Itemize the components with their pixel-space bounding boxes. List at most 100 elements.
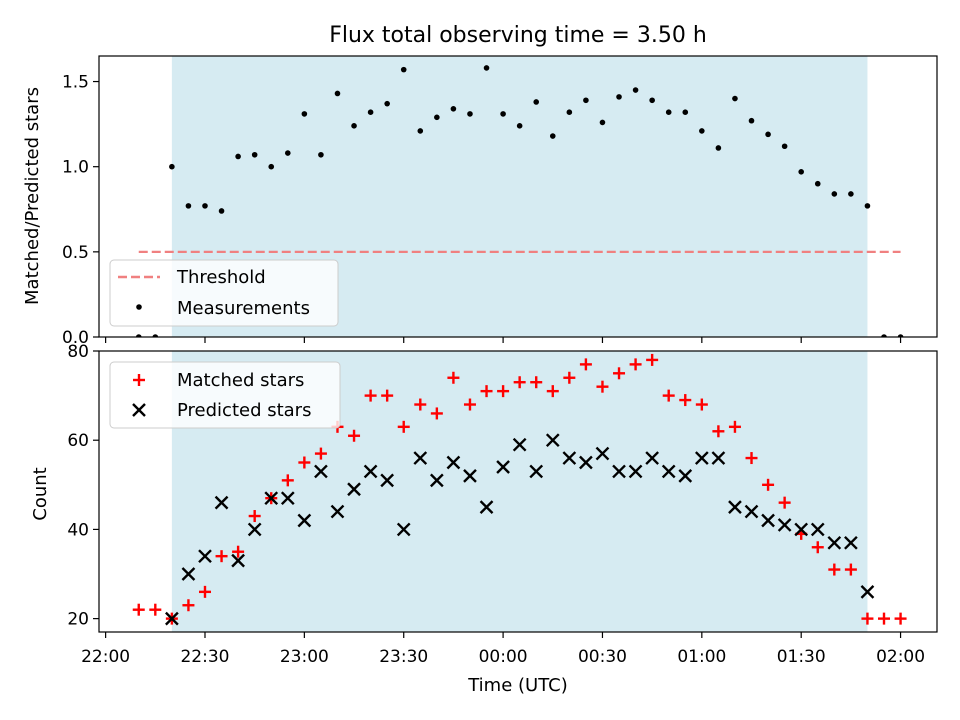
measurement-point <box>434 114 440 121</box>
predicted-star-point <box>165 611 179 626</box>
matched-star-point <box>679 394 692 407</box>
predicted-star-point-b <box>827 535 842 550</box>
measurement-point <box>169 163 175 170</box>
measurement-point <box>798 169 804 175</box>
predicted-star-point-b <box>413 451 428 465</box>
measurement-point <box>235 153 241 160</box>
measurement-point <box>417 128 424 134</box>
predicted-star-point <box>628 464 643 479</box>
predicted-star-point-b <box>363 464 378 479</box>
predicted-star-point <box>678 469 693 483</box>
matched-star-point <box>298 456 311 469</box>
predicted-star-point-b <box>694 451 709 465</box>
predicted-star-point-b <box>711 451 726 465</box>
predicted-star-point <box>612 464 626 479</box>
matched-star-point <box>182 599 195 612</box>
matched-legend-label: Matched stars <box>177 370 304 391</box>
matched-star-point <box>314 447 327 460</box>
predicted-star-point-b <box>430 473 444 488</box>
matched-star-point <box>480 385 493 398</box>
matched-star-point <box>878 612 891 625</box>
top-ytick-label: 1.5 <box>62 73 89 93</box>
top-panel: 0.0 0.5 1.0 1.5 Matched/Predicted stars Thr… <box>22 55 938 348</box>
matched-star-point <box>198 585 211 598</box>
predicted-star-point-b <box>165 611 179 626</box>
measurement-point <box>831 191 838 197</box>
predicted-star-point-b <box>744 504 759 519</box>
predicted-star-point <box>827 535 842 550</box>
matched-star-point <box>248 510 261 523</box>
predicted-star-point-b <box>860 585 875 599</box>
matched-star-point <box>629 358 642 371</box>
matched-star-point <box>397 420 410 433</box>
measurement-point <box>251 151 258 158</box>
predicted-star-point <box>413 451 428 465</box>
matched-star-point <box>811 541 824 554</box>
matched-star-point <box>381 389 394 402</box>
measurement-point <box>483 65 490 71</box>
predicted-star-point <box>396 522 411 537</box>
measurement-point <box>152 334 159 337</box>
matched-star-point <box>149 603 162 616</box>
measurement-point <box>864 203 871 209</box>
bottom-legend-box <box>109 361 341 429</box>
bottom-ytick-label: 40 <box>67 520 89 540</box>
xtick-label: 00:30 <box>578 647 627 667</box>
predicted-star-point <box>529 464 544 479</box>
predicted-star-point <box>728 500 742 514</box>
measurement-point <box>665 109 672 115</box>
predicted-star-point <box>512 437 527 452</box>
measurement-point <box>814 180 821 187</box>
measurement-point <box>367 109 374 115</box>
predicted-star-point <box>545 433 560 448</box>
matched-star-point <box>447 371 460 384</box>
matched-star-point <box>132 603 145 616</box>
measurement-point <box>699 128 705 134</box>
predicted-star-point-b <box>280 491 295 506</box>
chart-title: Flux total observing time = 3.50 h <box>329 23 707 48</box>
matched-star-point <box>513 376 526 389</box>
predicted-star-point <box>711 451 726 465</box>
measurement-point <box>185 203 192 209</box>
predicted-star-point <box>297 513 312 528</box>
measurement-point <box>218 208 225 214</box>
matched-star-point <box>894 612 907 625</box>
predicted-star-point <box>247 522 262 537</box>
predicted-star-point-b <box>214 495 229 510</box>
measurement-point <box>682 109 689 115</box>
matched-star-point <box>348 429 361 442</box>
predicted-star-point <box>579 455 593 470</box>
matched-star-point <box>728 420 741 433</box>
predicted-star-point-b <box>761 513 775 528</box>
predicted-star-point <box>761 513 775 528</box>
measurement-point <box>897 334 904 337</box>
predicted-star-point-b <box>777 518 792 532</box>
measurement-point <box>384 100 390 107</box>
predicted-star-point-b <box>661 464 676 479</box>
matched-star-point <box>546 385 559 398</box>
bottom-axes-frame <box>98 350 938 633</box>
matched-star-point <box>662 389 675 402</box>
predicted-star-point <box>347 482 361 497</box>
measurement-point <box>284 150 291 156</box>
predicted-star-point <box>363 464 378 479</box>
predicted-star-point-b <box>231 553 245 568</box>
predicted-star-point-b <box>794 522 809 537</box>
top-axes-frame <box>98 55 938 338</box>
predicted-star-point-b <box>496 460 510 474</box>
predicted-star-point-b <box>330 504 345 519</box>
predicted-star-point-b <box>181 567 196 581</box>
predicted-star-point-b <box>628 464 643 479</box>
xtick-label: 01:00 <box>677 647 726 667</box>
measurement-point <box>135 334 142 337</box>
predicted-star-point <box>198 549 212 564</box>
matched-star-point <box>430 407 443 420</box>
predicted-star-point <box>844 535 858 550</box>
predicted-star-point-b <box>446 455 461 470</box>
measurement-point <box>583 97 589 104</box>
predicted-star-point-b <box>545 433 560 448</box>
predicted-star-point <box>380 473 395 488</box>
bottom-ytick-label: 60 <box>67 431 89 451</box>
matched-star-point <box>762 478 775 491</box>
